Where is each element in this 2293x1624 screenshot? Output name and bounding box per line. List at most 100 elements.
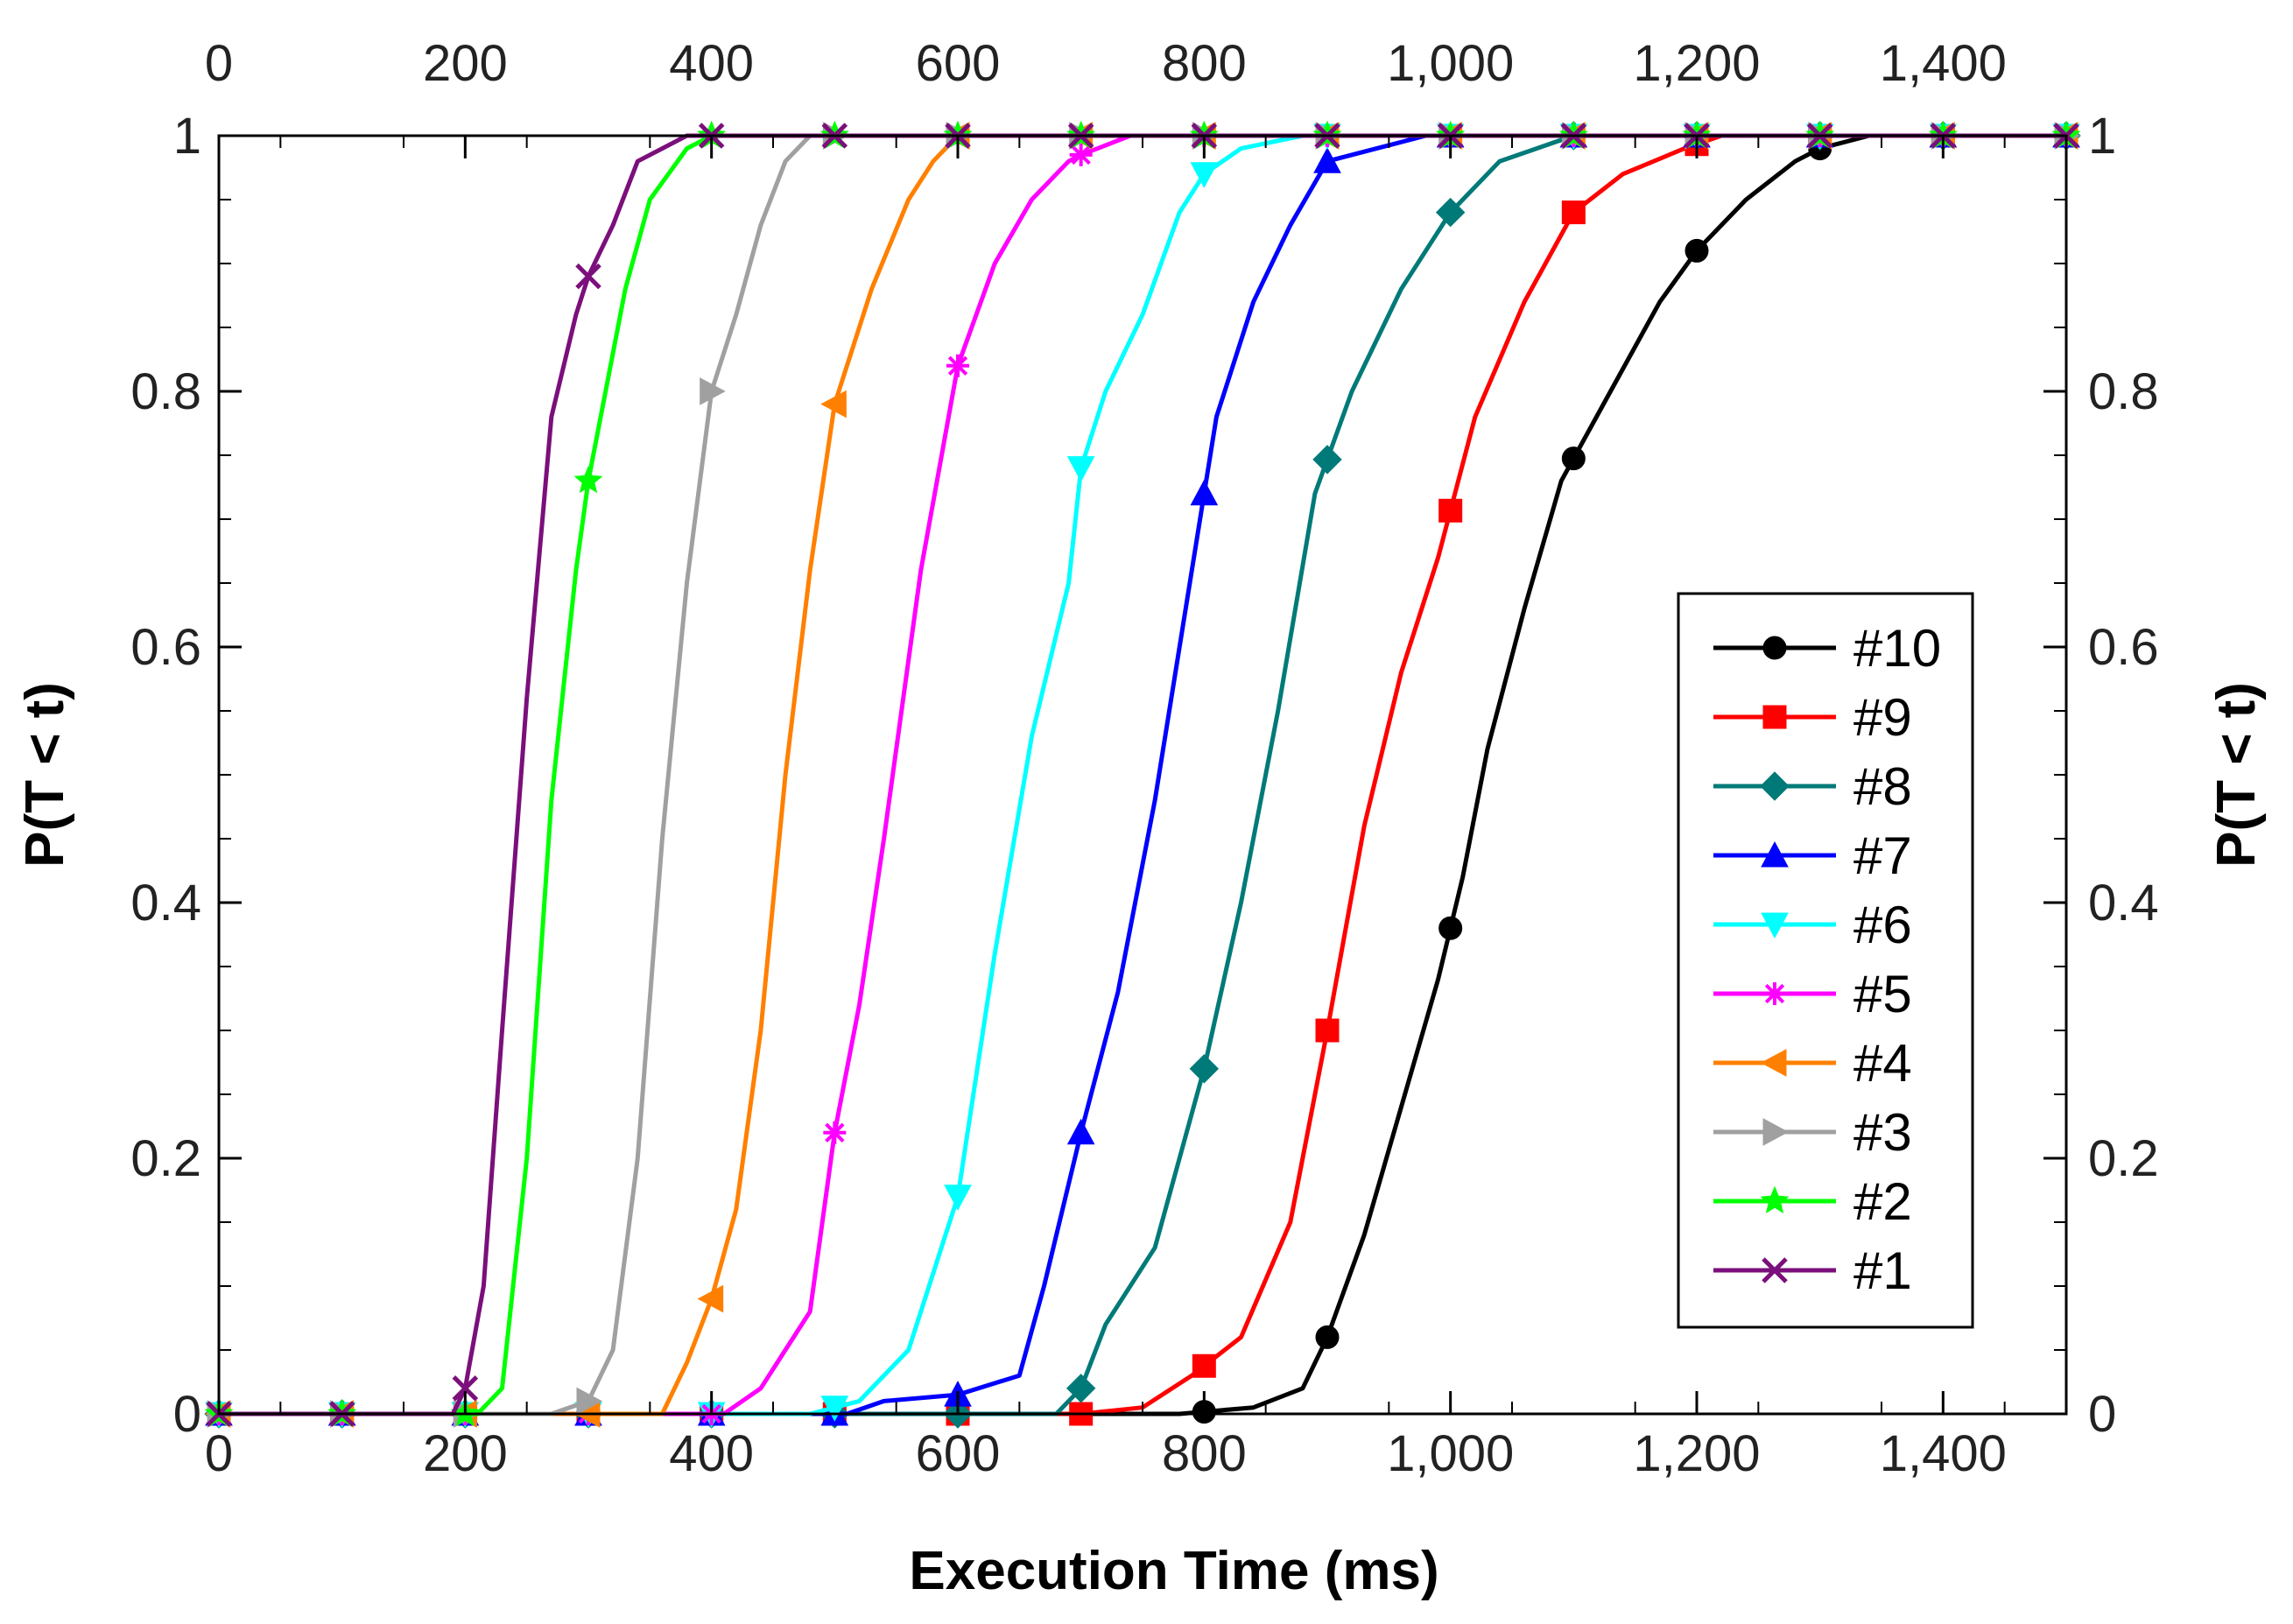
legend-marker	[1763, 982, 1786, 1005]
x-tick-label-bottom: 800	[1162, 1425, 1247, 1482]
y-axis-title-left: P(T < t)	[15, 682, 75, 868]
x-tick-label-bottom: 0	[205, 1425, 233, 1482]
data-point	[575, 263, 601, 290]
legend-label: #6	[1853, 896, 1912, 954]
data-point-shape	[944, 1185, 972, 1211]
legend-label: #10	[1853, 619, 1941, 678]
data-point	[1435, 197, 1466, 228]
legend-marker	[1761, 840, 1789, 868]
legend-marker-shape	[1760, 771, 1790, 801]
data-point	[1313, 147, 1341, 173]
data-point	[1315, 1018, 1340, 1043]
x-tick-label-top: 800	[1162, 35, 1247, 92]
data-point-shape	[1685, 238, 1709, 263]
legend-item: #2	[1713, 1172, 1912, 1231]
series-line	[219, 133, 2066, 1417]
legend: #10 #9 #8 #7 #6 #5 #4 #3 #2 #1	[1677, 592, 1974, 1329]
x-tick-label-bottom: 1,200	[1633, 1425, 1760, 1482]
y-tick-label-right: 0	[2088, 1386, 2116, 1443]
y-tick-label-right: 0.8	[2088, 363, 2159, 420]
legend-marker	[1760, 1185, 1790, 1213]
data-point	[944, 1185, 972, 1211]
legend-item: #8	[1713, 757, 1912, 816]
legend-label: #9	[1853, 688, 1912, 747]
data-point-shape	[1066, 456, 1095, 482]
series-line	[219, 133, 2066, 1417]
data-point	[576, 1387, 603, 1416]
data-point-shape	[1189, 1054, 1220, 1084]
legend-box	[1677, 592, 1974, 1329]
x-tick-label-top: 1,400	[1880, 35, 2007, 92]
data-point	[697, 1284, 724, 1313]
legend-marker-shape	[1762, 636, 1787, 660]
series-line	[219, 133, 2066, 1417]
data-point	[573, 465, 603, 494]
legend-marker	[1762, 1257, 1788, 1283]
x-tick-label-top: 1,000	[1387, 35, 1514, 92]
y-tick-label-right: 1	[2088, 108, 2116, 165]
data-point-shape	[820, 1396, 849, 1422]
x-tick-label-top: 400	[669, 35, 754, 92]
data-point-shape	[576, 1387, 603, 1416]
data-point-shape	[1561, 200, 1586, 225]
y-tick-label-right: 0.6	[2088, 619, 2159, 676]
data-point	[1561, 200, 1586, 225]
data-point-shape	[1561, 446, 1586, 471]
data-point	[1066, 456, 1095, 482]
data-point	[1069, 143, 1093, 166]
series-line	[219, 133, 2066, 1417]
y-tick-label-right: 0.4	[2088, 875, 2159, 932]
data-point	[820, 390, 847, 418]
data-point	[1438, 498, 1463, 523]
data-point-stroke	[947, 355, 968, 376]
series-line	[219, 133, 2066, 1417]
data-point	[1190, 162, 1219, 188]
data-point	[820, 1396, 849, 1422]
legend-item: #7	[1713, 826, 1912, 885]
legend-item: #1	[1713, 1241, 1912, 1300]
legend-item: #3	[1713, 1103, 1912, 1162]
data-point-shape	[1190, 479, 1219, 506]
legend-label: #8	[1853, 757, 1912, 816]
data-point	[1685, 238, 1709, 263]
y-tick-label-left: 0	[173, 1386, 201, 1443]
legend-marker	[1762, 636, 1787, 660]
legend-marker-shape	[1761, 840, 1789, 868]
data-point	[946, 354, 969, 377]
legend-item: #6	[1713, 896, 1912, 954]
data-point-shape	[697, 1284, 724, 1313]
data-point-shape	[1315, 1325, 1340, 1349]
legend-marker-stroke	[1764, 983, 1785, 1004]
data-point-stroke	[1071, 144, 1091, 165]
data-point	[1066, 1118, 1095, 1145]
data-point	[1189, 1054, 1220, 1084]
legend-label: #4	[1853, 1034, 1912, 1093]
data-point-shape	[820, 390, 847, 418]
x-tick-label-top: 600	[916, 35, 1001, 92]
y-tick-label-left: 0.8	[130, 363, 201, 420]
data-point-shape	[1315, 1018, 1340, 1043]
data-point-shape	[1313, 147, 1341, 173]
axes-group: 002002004004006006008008001,0001,0001,20…	[130, 35, 2158, 1482]
legend-marker-shape	[1761, 912, 1789, 939]
x-axis-title: Execution Time (ms)	[909, 1541, 1438, 1601]
data-point-stroke	[825, 1122, 845, 1142]
x-tick-label-top: 200	[423, 35, 508, 92]
data-point-shape	[1190, 162, 1219, 188]
data-point	[823, 1121, 847, 1144]
data-point	[1192, 1353, 1216, 1378]
data-point-shape	[1066, 1118, 1095, 1145]
series-line	[219, 133, 2066, 1417]
data-point	[1561, 446, 1586, 471]
x-tick-label-bottom: 600	[916, 1425, 1001, 1482]
data-point-stroke	[452, 1375, 479, 1402]
series-line	[219, 133, 2066, 1417]
data-point-stroke	[575, 263, 601, 290]
legend-marker	[1762, 1118, 1790, 1146]
data-point-shape	[1192, 1353, 1216, 1378]
data-point	[1315, 1325, 1340, 1349]
legend-marker	[1761, 912, 1789, 939]
legend-marker	[1760, 771, 1790, 801]
data-point-shape	[1435, 197, 1466, 228]
